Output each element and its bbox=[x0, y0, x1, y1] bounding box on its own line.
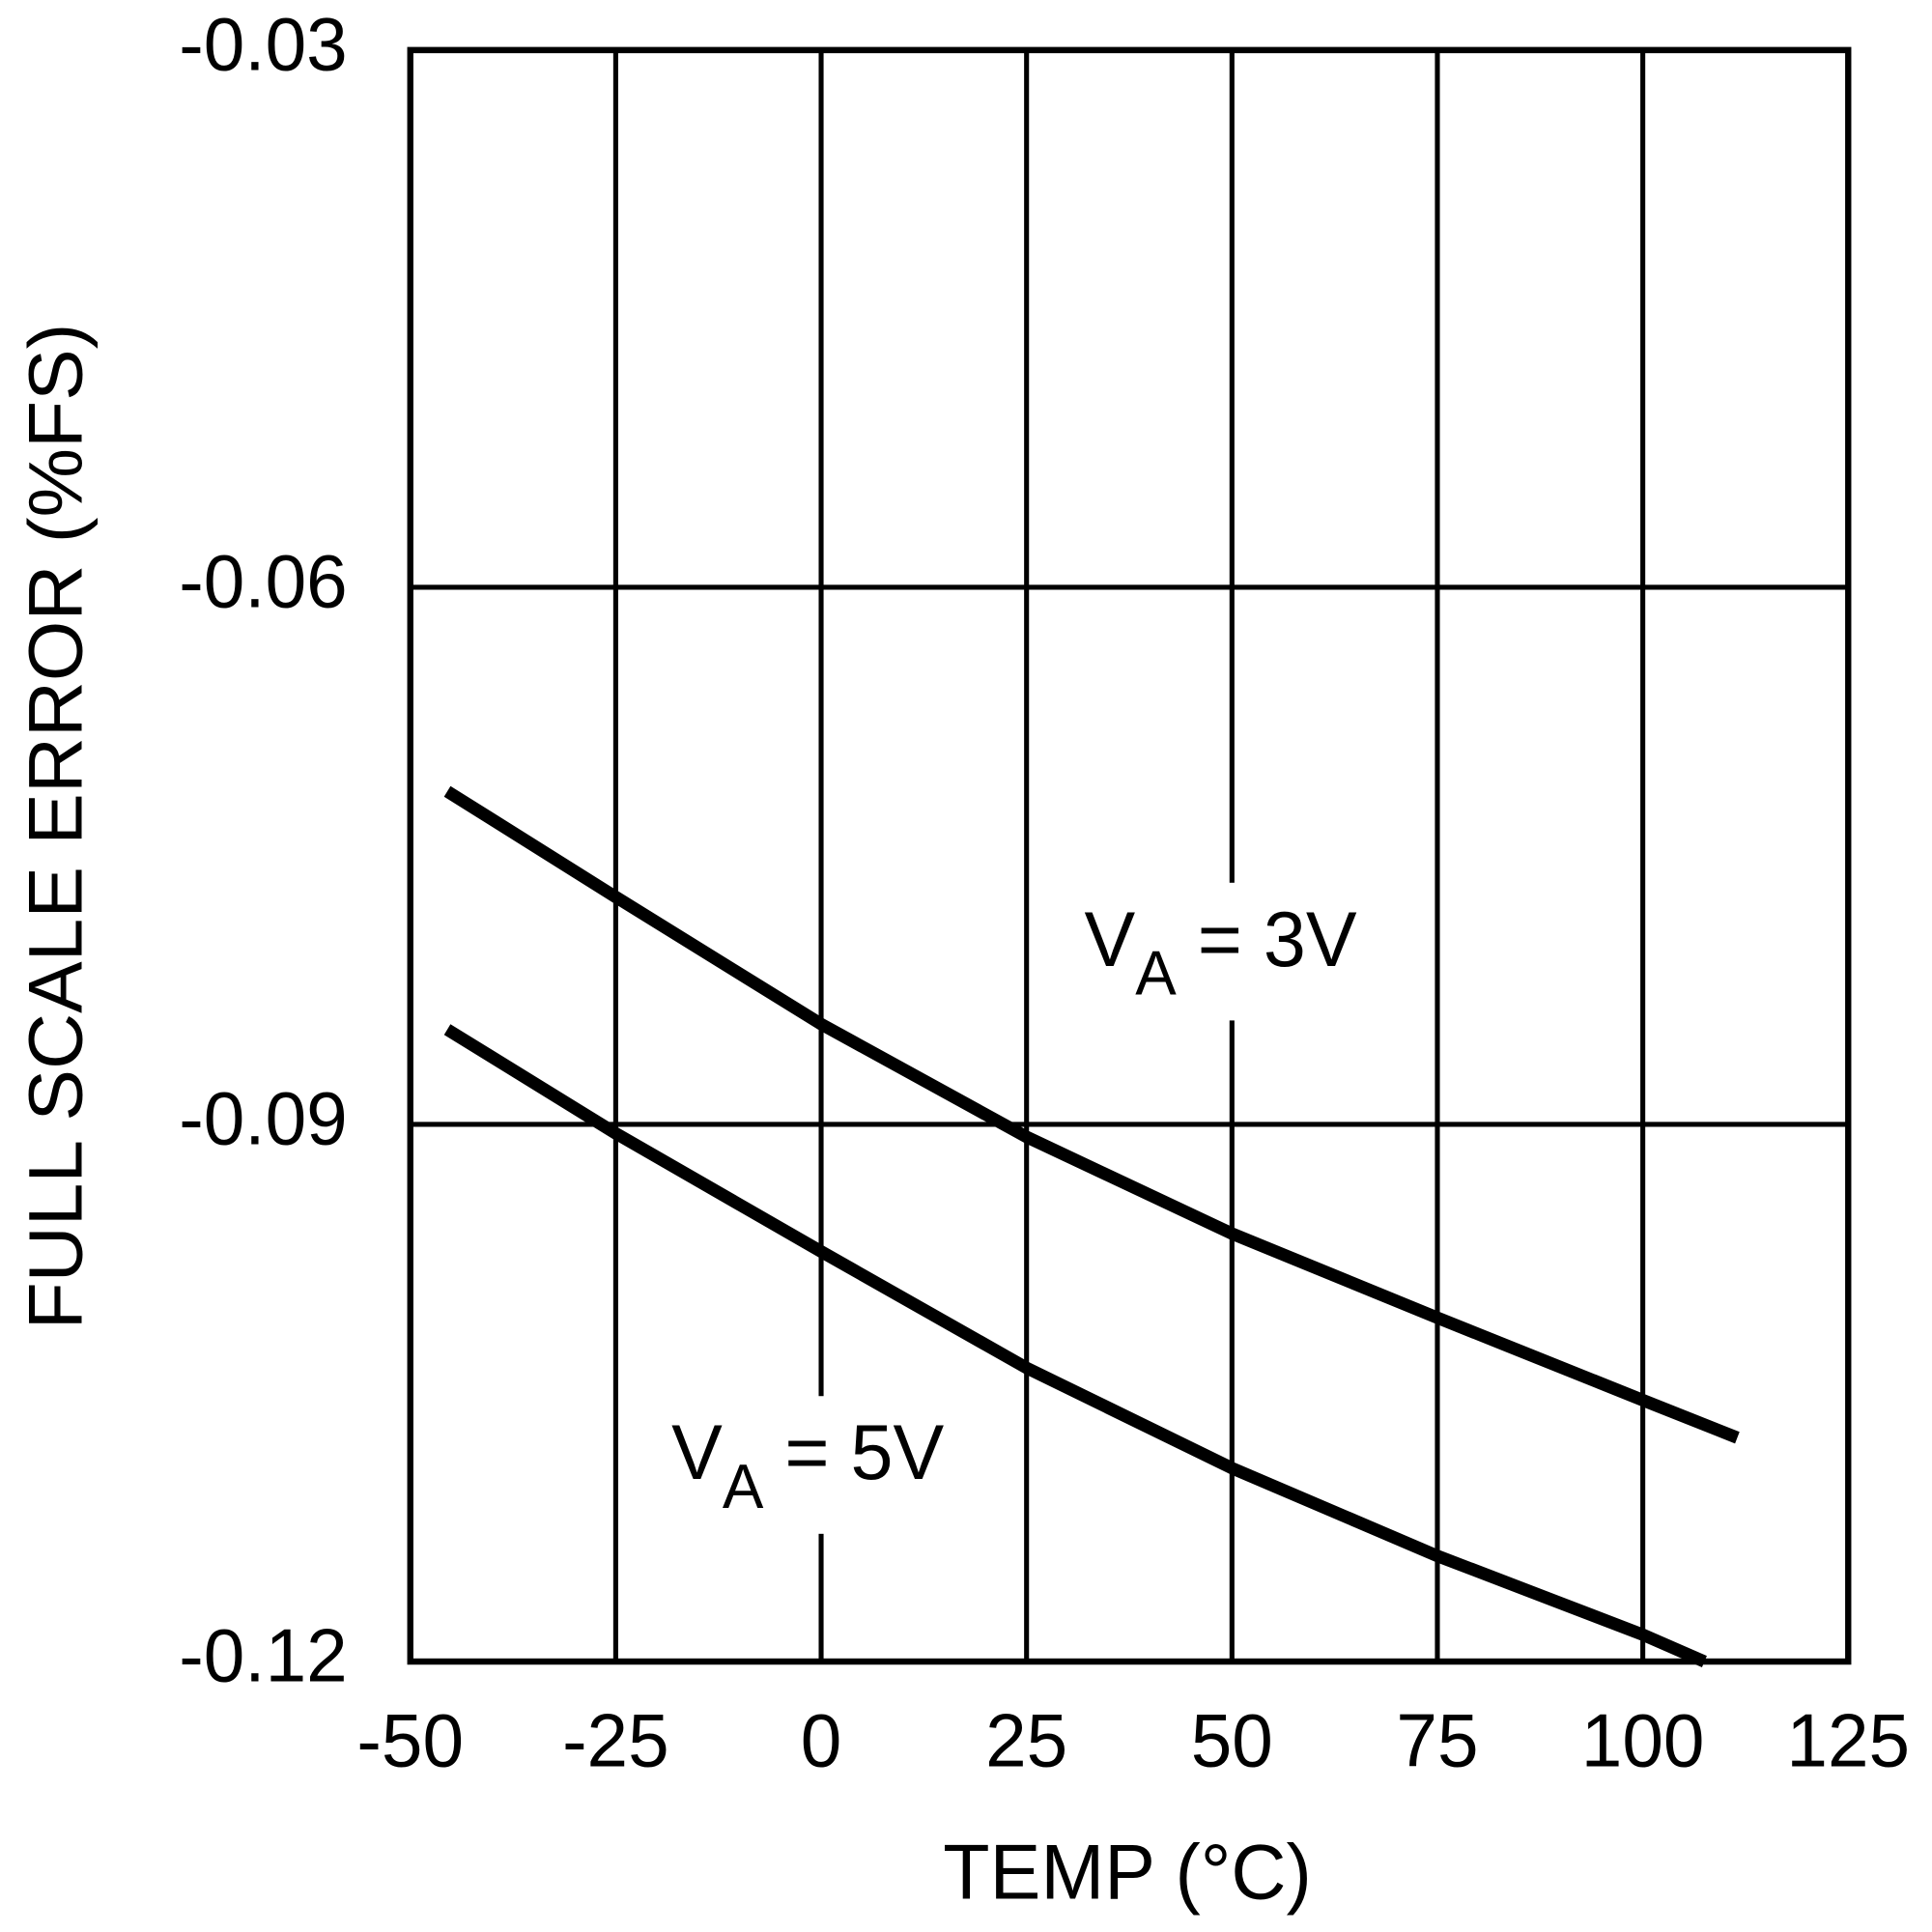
series-line bbox=[443, 1024, 1707, 1667]
x-tick-label: 100 bbox=[1581, 1699, 1705, 1783]
x-axis-title: TEMP (°C) bbox=[943, 1829, 1312, 1916]
plot-frame bbox=[407, 46, 1852, 1665]
y-tick-label: -0.03 bbox=[179, 3, 347, 87]
label-sub: A bbox=[1135, 938, 1177, 1009]
label-base: V bbox=[1084, 895, 1135, 982]
x-tick-label: 25 bbox=[985, 1699, 1067, 1783]
label-rest: = 3V bbox=[1177, 895, 1357, 982]
y-axis-title: FULL SCALE ERROR (%FS) bbox=[13, 324, 98, 1330]
y-tick-label: -0.12 bbox=[179, 1614, 347, 1698]
x-tick-label: -25 bbox=[562, 1699, 669, 1783]
label-background bbox=[659, 1396, 992, 1534]
y-tick-label: -0.09 bbox=[179, 1077, 347, 1161]
label-background bbox=[1071, 882, 1406, 1021]
x-tick-label: 0 bbox=[801, 1699, 842, 1783]
label-sub: A bbox=[723, 1451, 764, 1521]
x-tick-label: 50 bbox=[1191, 1699, 1273, 1783]
y-tick-label: -0.06 bbox=[179, 540, 347, 624]
x-tick-label: -50 bbox=[356, 1699, 464, 1783]
series-label: VA = 3V bbox=[1084, 895, 1356, 1008]
series-label: VA = 5V bbox=[671, 1409, 944, 1521]
x-tick-label: 125 bbox=[1786, 1699, 1910, 1783]
label-rest: = 5V bbox=[763, 1409, 944, 1496]
x-tick-label: 75 bbox=[1396, 1699, 1478, 1783]
series-line bbox=[443, 785, 1740, 1444]
label-base: V bbox=[671, 1409, 723, 1496]
